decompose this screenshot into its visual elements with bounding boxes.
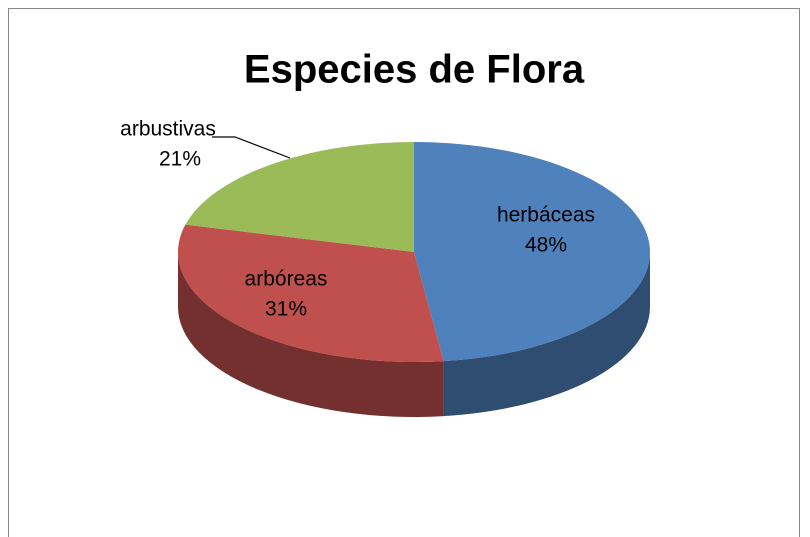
pie <box>177 142 651 418</box>
slice-label: herbáceas <box>497 204 595 227</box>
slice-side <box>177 252 444 418</box>
slice-label: arbóreas <box>245 268 328 291</box>
slice-value-label: 31% <box>265 298 307 321</box>
slice <box>185 142 414 252</box>
slice <box>414 142 651 362</box>
slice <box>177 224 444 362</box>
leader-line <box>212 136 291 159</box>
slice-value-label: 21% <box>159 148 201 171</box>
slice-side <box>443 252 650 417</box>
slice-value-label: 48% <box>525 234 567 257</box>
slice-label: arbustivas <box>120 118 216 141</box>
chart-title: Especies de Flora <box>244 48 585 92</box>
